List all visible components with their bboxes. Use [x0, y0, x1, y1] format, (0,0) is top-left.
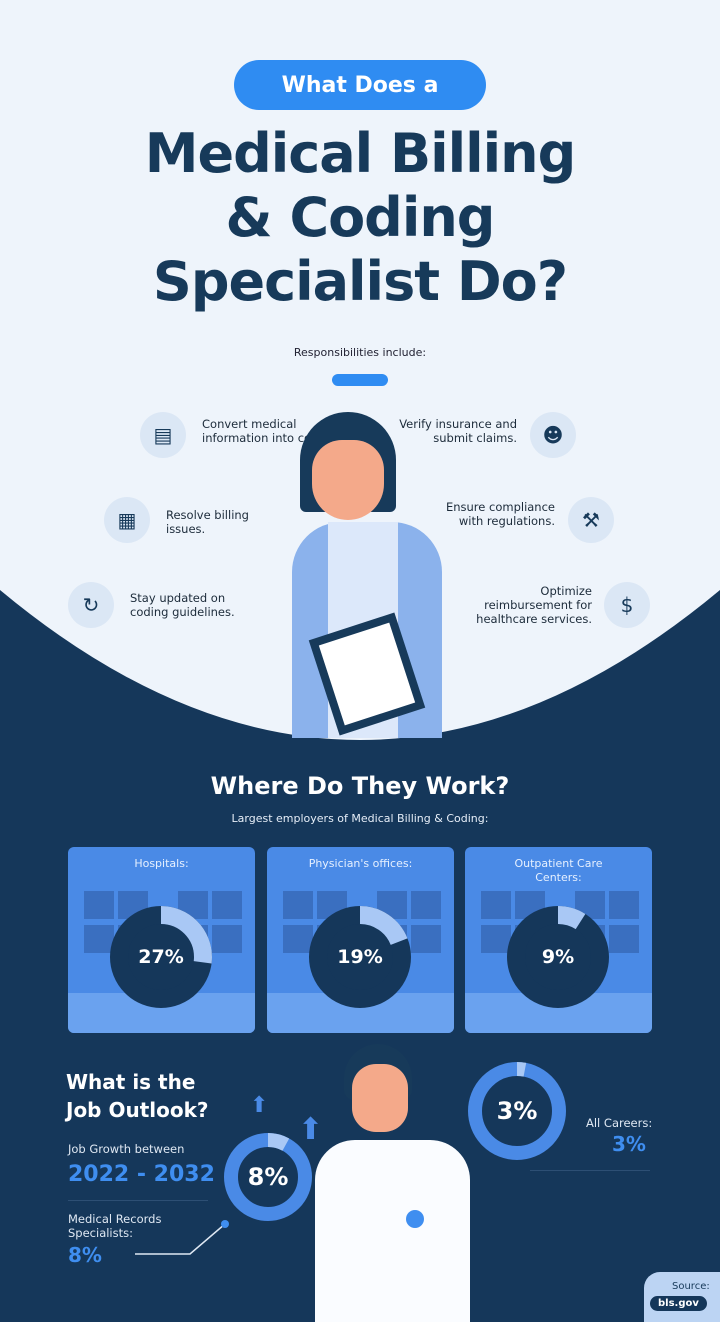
all-careers-label: All Careers:	[586, 1112, 652, 1131]
window	[212, 891, 242, 919]
responsibility-item: Verify insurance and submit claims.	[399, 417, 517, 445]
window	[609, 925, 639, 953]
donut-segment	[468, 1062, 566, 1160]
money-bag-icon: $	[604, 582, 650, 628]
employer-donut: 19%	[309, 906, 411, 1008]
donut-label: 8%	[247, 1163, 289, 1191]
responsibility-item: Optimize reimbursement for healthcare se…	[476, 584, 592, 626]
responsibilities-label: Responsibilities include:	[293, 346, 427, 359]
medical-document-icon: ▤	[140, 412, 186, 458]
records-value: 8%	[68, 1243, 102, 1267]
outlook-title: What is the Job Outlook?	[66, 1068, 209, 1124]
responsibility-item: Resolve billing issues.	[166, 508, 249, 536]
window	[481, 891, 511, 919]
window	[411, 891, 441, 919]
responsibility-item: Convert medical information into codes.	[202, 417, 336, 445]
growth-label: Job Growth between	[68, 1142, 185, 1156]
donut-segment	[507, 906, 609, 1008]
divider	[68, 1200, 208, 1201]
window	[283, 891, 313, 919]
title-line: & Coding	[225, 186, 496, 249]
outlook-title-line: What is the	[66, 1070, 196, 1094]
source-box: Source: bls.gov	[644, 1272, 720, 1322]
responsibility-item: Ensure compliance with regulations.	[445, 500, 555, 528]
records-label: Medical Records Specialists:	[68, 1212, 162, 1240]
window	[481, 925, 511, 953]
donut-label: 19%	[337, 946, 383, 968]
employer-donut: 27%	[110, 906, 212, 1008]
donut-label: 27%	[138, 946, 184, 968]
window	[411, 925, 441, 953]
employer-label: Hospitals:	[134, 857, 189, 870]
donut-segment	[309, 906, 411, 1008]
arrow-up-icon: ⬆	[250, 1093, 269, 1118]
arrow-up-icon: ⬆	[298, 1112, 324, 1147]
employer-label: Physician's offices:	[308, 857, 413, 870]
records-donut: 8%	[224, 1133, 312, 1221]
title-line: Specialist Do?	[152, 250, 568, 313]
window	[283, 925, 313, 953]
source-label: Source:	[672, 1281, 710, 1292]
man-illustration	[310, 1040, 475, 1322]
employer-card: Physician's offices: 19%	[267, 847, 454, 1033]
title-line: Medical Billing	[144, 122, 577, 185]
source-link[interactable]: bls.gov	[650, 1296, 707, 1311]
page-title: Medical Billing & Coding Specialist Do?	[0, 122, 720, 314]
light-top-background	[0, 0, 720, 740]
connector-line	[135, 1220, 229, 1255]
responsibility-item: Stay updated on coding guidelines.	[130, 591, 235, 619]
employer-card: Outpatient Care Centers: 9%	[465, 847, 652, 1033]
title-pill: What Does a	[234, 60, 486, 110]
bill-icon: ▦	[104, 497, 150, 543]
employer-donut: 9%	[507, 906, 609, 1008]
all-careers-text: All Careers:	[586, 1116, 653, 1130]
donut-label: 3%	[496, 1097, 538, 1125]
divider-bar	[332, 374, 388, 386]
refresh-icon: ↻	[68, 582, 114, 628]
donut-segment	[224, 1133, 312, 1221]
work-title: Where Do They Work?	[210, 772, 510, 800]
all-careers-donut: 3%	[468, 1062, 566, 1160]
window	[84, 925, 114, 953]
gavel-icon: ⚒	[568, 497, 614, 543]
woman-illustration	[262, 412, 467, 738]
outlook-title-line: Job Outlook?	[66, 1098, 209, 1122]
window	[609, 891, 639, 919]
employer-card: Hospitals: 27%	[68, 847, 255, 1033]
donut-segment	[110, 906, 212, 1008]
work-subtitle: Largest employers of Medical Billing & C…	[231, 812, 489, 825]
window	[84, 891, 114, 919]
donut-label: 9%	[541, 946, 575, 968]
person-shield-icon: ☻	[530, 412, 576, 458]
employer-label: Outpatient Care Centers:	[514, 857, 603, 884]
window	[212, 925, 242, 953]
divider	[530, 1170, 650, 1171]
all-careers-value: 3%	[612, 1132, 646, 1156]
growth-years: 2022 - 2032	[68, 1162, 215, 1187]
